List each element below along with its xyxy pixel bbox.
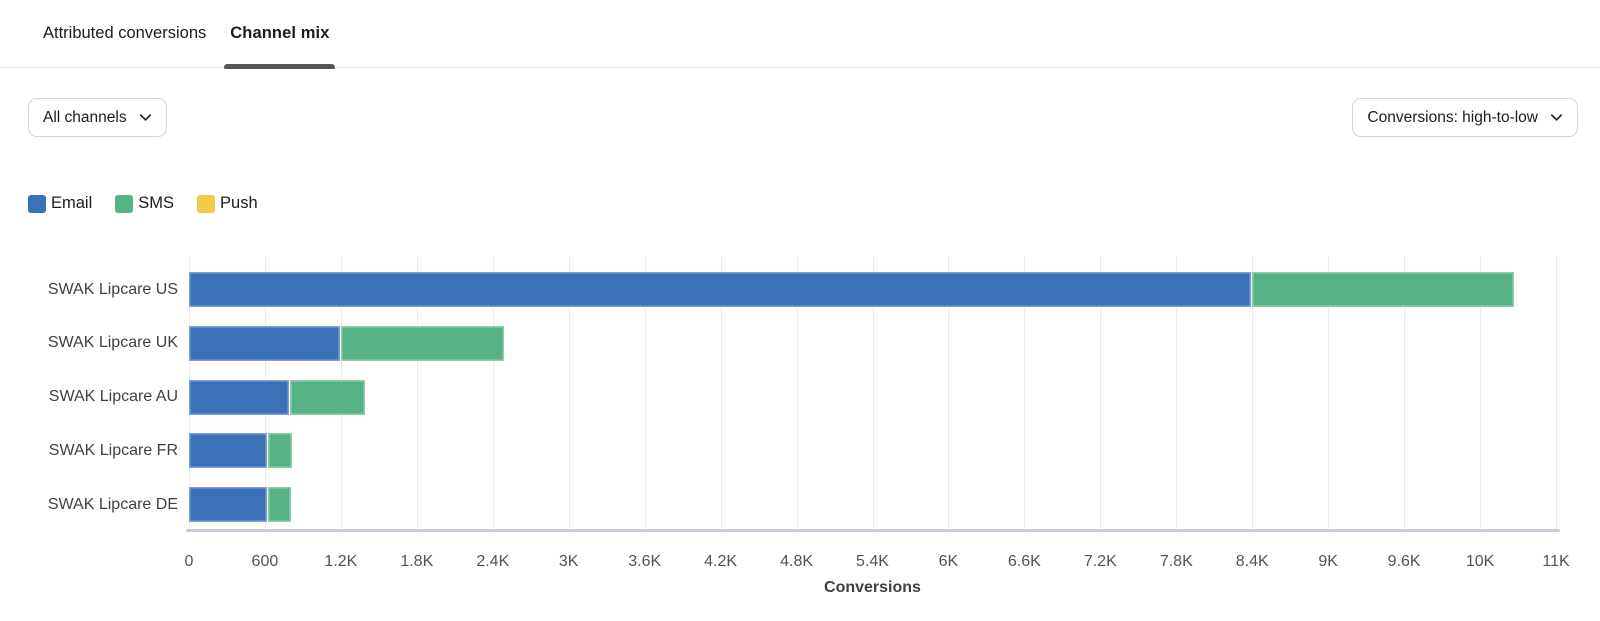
bar-segment-email[interactable]: [189, 272, 1252, 307]
channel-filter-dropdown[interactable]: All channels: [28, 98, 167, 137]
legend-item-email[interactable]: Email: [28, 194, 92, 213]
gridline: [1556, 256, 1557, 529]
legend-label: SMS: [138, 194, 175, 212]
bar-row-swak-lipcare-fr: [189, 433, 292, 469]
category-label-swak-lipcare-au: SWAK Lipcare AU: [48, 388, 178, 405]
x-tick-label: 4.8K: [780, 553, 814, 570]
channel-filter-label: All channels: [43, 108, 127, 126]
x-tick-label: 9.6K: [1387, 553, 1421, 570]
gridline: [796, 256, 798, 529]
tab-bar: Attributed conversions Channel mix: [0, 0, 1600, 69]
gridline: [568, 256, 570, 529]
x-tick-label: 10K: [1465, 553, 1495, 570]
x-tick-label: 0: [184, 553, 194, 570]
x-tick-label: 6K: [938, 553, 959, 570]
x-tick-label: 3K: [558, 553, 579, 570]
gridline: [1328, 256, 1330, 529]
chevron-down-icon: [138, 110, 153, 125]
bar-segment-sms[interactable]: [340, 325, 505, 361]
gridline: [644, 256, 646, 529]
legend-label: Email: [51, 194, 93, 212]
bar-segment-email[interactable]: [189, 433, 267, 469]
bar-segment-email[interactable]: [189, 487, 267, 522]
bar-row-swak-lipcare-au: [189, 379, 366, 415]
bar-segment-sms[interactable]: [290, 379, 366, 415]
gridline: [1100, 256, 1102, 529]
bar-segment-sms[interactable]: [1252, 272, 1515, 307]
x-tick-label: 1.8K: [400, 553, 434, 570]
x-tick-label: 9K: [1318, 553, 1338, 570]
gridline: [872, 256, 874, 529]
gridline: [1176, 256, 1178, 529]
x-tick-label: 5.4K: [856, 553, 889, 570]
sort-dropdown[interactable]: Conversions: high-to-low: [1352, 98, 1578, 137]
tab-channel-mix[interactable]: Channel mix: [224, 0, 336, 69]
gridline: [416, 256, 418, 529]
legend-swatch-email: [28, 194, 46, 213]
legend-item-sms[interactable]: SMS: [115, 194, 174, 213]
bar-segment-sms[interactable]: [267, 433, 292, 469]
category-label-swak-lipcare-uk: SWAK Lipcare UK: [47, 334, 178, 352]
gridline: [1024, 256, 1026, 529]
bar-segment-email[interactable]: [189, 379, 290, 415]
bar-segment-email[interactable]: [189, 325, 340, 361]
legend-item-push[interactable]: Push: [197, 194, 258, 213]
x-tick-label: 7.2K: [1083, 553, 1117, 570]
gridline: [1252, 256, 1254, 529]
bar-segment-sms[interactable]: [267, 487, 291, 522]
sort-dropdown-label: Conversions: high-to-low: [1367, 108, 1538, 126]
bar-row-swak-lipcare-us: [189, 272, 1515, 307]
gridline: [1480, 256, 1482, 529]
gridline: [492, 256, 494, 529]
legend-label: Push: [220, 194, 258, 212]
x-tick-label: 1.2K: [324, 553, 358, 570]
bar-row-swak-lipcare-uk: [189, 325, 505, 361]
x-tick-label: 4.2K: [704, 553, 738, 570]
x-tick-label: 2.4K: [476, 553, 510, 570]
x-tick-label: 3.6K: [628, 553, 662, 570]
x-axis-line: [186, 529, 1560, 532]
legend-swatch-push: [197, 194, 216, 213]
category-label-swak-lipcare-us: SWAK Lipcare US: [47, 280, 178, 298]
bar-row-swak-lipcare-de: [189, 487, 291, 522]
x-axis-title: Conversions: [824, 579, 921, 596]
gridline: [720, 256, 722, 529]
x-tick-label: 6.6K: [1007, 553, 1041, 570]
x-tick-label: 600: [251, 553, 279, 570]
category-label-swak-lipcare-de: SWAK Lipcare DE: [47, 495, 178, 513]
chart-legend: Email SMS Push: [28, 194, 258, 213]
x-tick-label: 7.8K: [1159, 553, 1193, 570]
legend-swatch-sms: [115, 194, 134, 213]
gridline: [1404, 256, 1406, 529]
x-tick-label: 11K: [1542, 553, 1570, 570]
x-tick-label: 8.4K: [1235, 553, 1269, 570]
chevron-down-icon: [1549, 110, 1564, 125]
category-label-swak-lipcare-fr: SWAK Lipcare FR: [48, 441, 178, 459]
tab-attributed-conversions[interactable]: Attributed conversions: [43, 24, 207, 42]
gridline: [948, 256, 950, 529]
